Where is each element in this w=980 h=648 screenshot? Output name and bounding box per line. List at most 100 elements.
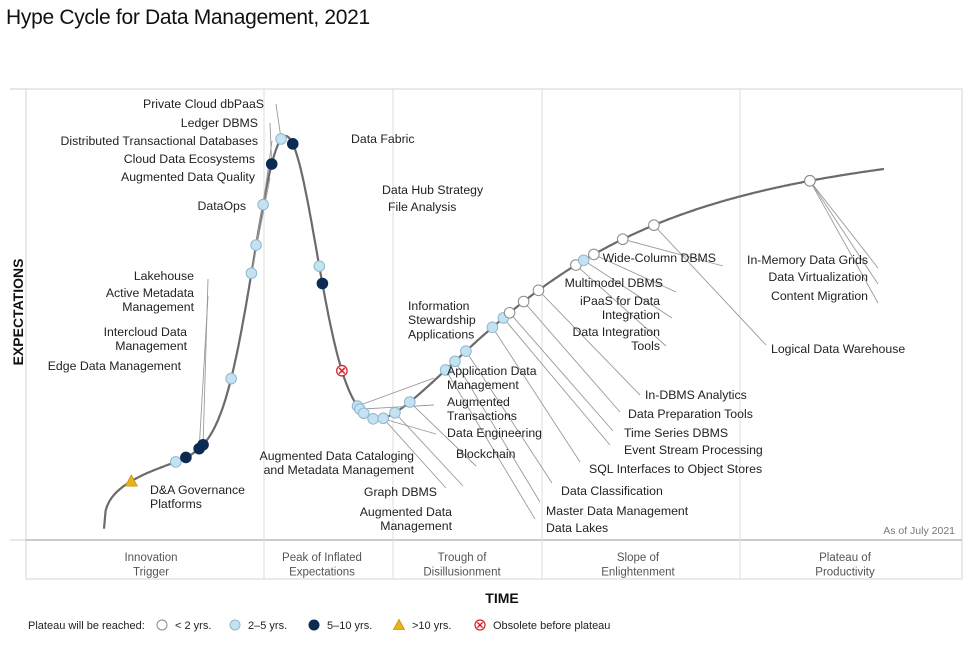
- marker-data-hub-strategy: [313, 260, 326, 272]
- leader-line: [809, 180, 879, 285]
- technology-label-line: File Analysis: [388, 200, 456, 214]
- marker-content-migration: [804, 175, 816, 187]
- marker-data-preparation-tools: [517, 295, 530, 308]
- marker-graph-dbms: [377, 412, 390, 425]
- technology-label: Blockchain: [456, 447, 516, 461]
- marker-d-a-governance-platforms: [124, 474, 138, 487]
- technology-label-line: Event Stream Processing: [624, 443, 763, 457]
- technology-label: Time Series DBMS: [624, 426, 728, 440]
- phase-label: Peak of Inflated Expectations: [282, 552, 362, 579]
- technology-label-line: and Metadata Management: [264, 463, 415, 477]
- technology-label: Augmented Data Quality: [121, 170, 256, 184]
- technology-label-line: Management: [122, 300, 194, 314]
- technology-label-line: Augmented Data: [360, 505, 452, 519]
- phase-label-line: Productivity: [815, 567, 875, 579]
- technology-label: Graph DBMS: [364, 485, 437, 499]
- technology-label-line: Management: [115, 339, 187, 353]
- leader-line: [523, 301, 621, 413]
- technology-label-line: Augmented Data Cataloging: [260, 449, 415, 463]
- technology-label-line: Management: [447, 378, 519, 392]
- technology-label: File Analysis: [388, 200, 456, 214]
- technology-label-line: Ledger DBMS: [181, 116, 258, 130]
- technology-label-line: SQL Interfaces to Object Stores: [589, 462, 762, 476]
- technology-label: Lakehouse: [134, 269, 194, 283]
- leader-line: [357, 377, 435, 407]
- technology-label-line: Graph DBMS: [364, 485, 437, 499]
- technology-label-line: In-Memory Data Grids: [747, 253, 868, 267]
- technology-label: Multimodel DBMS: [565, 276, 663, 290]
- leader-line: [653, 224, 767, 346]
- marker-data-engineering: [357, 407, 370, 420]
- leader-line: [202, 278, 209, 445]
- technology-label: Data Lakes: [546, 521, 608, 535]
- technology-label-line: Logical Data Warehouse: [771, 342, 905, 356]
- leader-line: [809, 180, 879, 304]
- marker-information-stewardship-applications: [336, 364, 348, 377]
- technology-label: Cloud Data Ecosystems: [124, 152, 255, 166]
- technology-label: DataOps: [197, 199, 246, 213]
- technology-label: Content Migration: [771, 289, 868, 303]
- leader-line: [593, 254, 677, 293]
- technology-label: Augmented Transactions: [447, 395, 517, 423]
- plot-border: [25, 88, 963, 580]
- legend-label: 5–10 yrs.: [327, 620, 372, 632]
- legend-label: >10 yrs.: [412, 620, 451, 632]
- leader-line: [575, 264, 667, 347]
- leader-line: [250, 177, 271, 274]
- technology-label: Ledger DBMS: [181, 116, 258, 130]
- technology-label: SQL Interfaces to Object Stores: [589, 462, 762, 476]
- technology-label-line: D&A Governance: [150, 483, 245, 497]
- marker-multimodel-dbms: [588, 248, 600, 261]
- technology-label: Application Data Management: [447, 364, 537, 392]
- technology-label: Data Fabric: [351, 132, 415, 146]
- phase-labels: Innovation Trigger Peak of Inflated Expecta…: [124, 552, 875, 579]
- technology-label-line: Applications: [408, 327, 474, 341]
- technology-label-line: Multimodel DBMS: [565, 276, 663, 290]
- legend-marker-lt2: [156, 619, 168, 631]
- phase-label-line: Trough of: [438, 552, 488, 564]
- leader-line: [809, 180, 879, 269]
- legend-label: Obsolete before plateau: [493, 620, 610, 632]
- technology-labels: D&A Governance Platforms Edge Data Managem…: [48, 97, 906, 535]
- technology-label: Data Virtualization: [768, 270, 868, 284]
- marker-augmented-data-management: [389, 406, 401, 419]
- marker-private-cloud-dbpaas: [275, 133, 287, 145]
- leader-line: [454, 361, 541, 503]
- chart-title: Hype Cycle for Data Management, 2021: [6, 6, 370, 29]
- marker-logical-data-warehouse: [648, 219, 660, 231]
- technology-label: Data Hub Strategy: [382, 183, 484, 197]
- technology-label-line: Private Cloud dbPaaS: [143, 97, 264, 111]
- phase-label-line: Plateau of: [819, 552, 872, 564]
- leader-line: [409, 401, 477, 467]
- technology-label: In-DBMS Analytics: [645, 388, 747, 402]
- technology-label-line: iPaaS for Data: [580, 294, 660, 308]
- technology-label-line: Data Integration: [572, 325, 660, 339]
- technology-label-line: Wide-Column DBMS: [603, 251, 716, 265]
- technology-label-line: Active Metadata: [106, 286, 194, 300]
- technology-label-line: Application Data: [447, 364, 537, 378]
- leader-line: [583, 259, 673, 319]
- marker-sql-interfaces-to-object-stores: [486, 321, 499, 334]
- marker-cloud-data-ecosystems: [250, 239, 262, 251]
- marker-lakehouse: [197, 438, 209, 451]
- phase-label-line: Trigger: [133, 567, 169, 579]
- technology-label: Event Stream Processing: [624, 443, 763, 457]
- technology-label: Data Integration Tools: [572, 325, 660, 353]
- phase-label-line: Enlightenment: [601, 567, 675, 579]
- technology-label: Master Data Management: [546, 504, 689, 518]
- technology-label: Augmented Data Cataloging and Metadata Ma…: [260, 449, 415, 477]
- legend-marker-obsolete: [474, 619, 486, 631]
- technology-label-line: Data Hub Strategy: [382, 183, 484, 197]
- phase-label: Trough of Disillusionment: [423, 552, 501, 579]
- marker-blockchain: [403, 396, 416, 408]
- technology-label-line: Blockchain: [456, 447, 516, 461]
- technology-label-line: DataOps: [197, 199, 246, 213]
- leader-line: [445, 369, 536, 520]
- technology-label-line: Lakehouse: [134, 269, 194, 283]
- x-axis-label: TIME: [485, 590, 518, 606]
- technology-label-line: Content Migration: [771, 289, 868, 303]
- technology-label-line: Data Classification: [561, 484, 663, 498]
- legend-title: Plateau will be reached:: [28, 620, 145, 632]
- marker-time-series-dbms: [503, 306, 516, 319]
